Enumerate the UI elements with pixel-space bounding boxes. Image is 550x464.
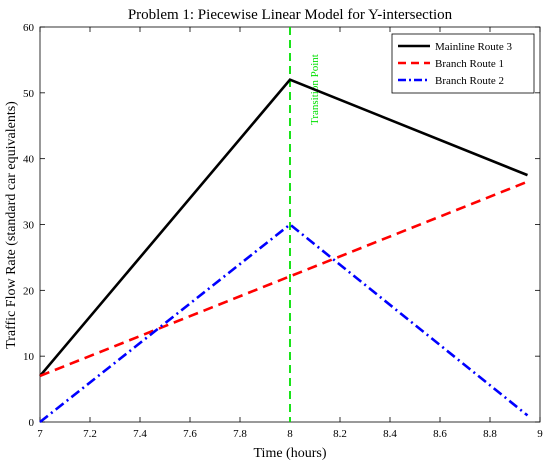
- x-tick-label: 7: [37, 428, 43, 440]
- y-tick-label: 60: [23, 22, 35, 34]
- legend-label: Branch Route 2: [435, 75, 504, 87]
- y-tick-label: 50: [23, 88, 35, 100]
- x-tick-label: 7.2: [83, 428, 97, 440]
- y-axis-title: Traffic Flow Rate (standard car equivale…: [4, 101, 19, 349]
- series-line-2: [39, 180, 528, 378]
- series-line-1: [39, 78, 528, 377]
- x-tick-label: 8.2: [333, 428, 347, 440]
- x-tick-label: 8.6: [433, 428, 447, 440]
- x-tick-label: 8.8: [483, 428, 497, 440]
- plot-area: 7 7.2 7.4 7.6 7.8 8 8.2 8.4 8.6 8.8 9 0 10 20 30 40 50 60…: [23, 22, 543, 440]
- legend-label: Branch Route 1: [435, 58, 504, 70]
- x-tick-label: 9: [537, 428, 543, 440]
- x-axis-title: Time (hours): [254, 446, 327, 461]
- chart-title: Problem 1: Piecewise Linear Model for Y-…: [128, 7, 453, 23]
- y-tick-label: 40: [23, 154, 35, 166]
- x-tick-label: 7.8: [233, 428, 247, 440]
- y-tick-label: 20: [23, 285, 35, 297]
- series-line-3: [39, 222, 529, 424]
- legend-label: Mainline Route 3: [435, 41, 512, 53]
- x-tick-label: 7.6: [183, 428, 197, 440]
- x-tick-label: 8: [287, 428, 293, 440]
- y-tick-label: 0: [29, 417, 35, 429]
- x-tick-label: 8.4: [383, 428, 397, 440]
- x-tick-label: 7.4: [133, 428, 147, 440]
- y-tick-label: 30: [23, 220, 35, 232]
- legend: Mainline Route 3 Branch Route 1 Branch Rou…: [391, 33, 535, 94]
- y-tick-label: 10: [23, 351, 35, 363]
